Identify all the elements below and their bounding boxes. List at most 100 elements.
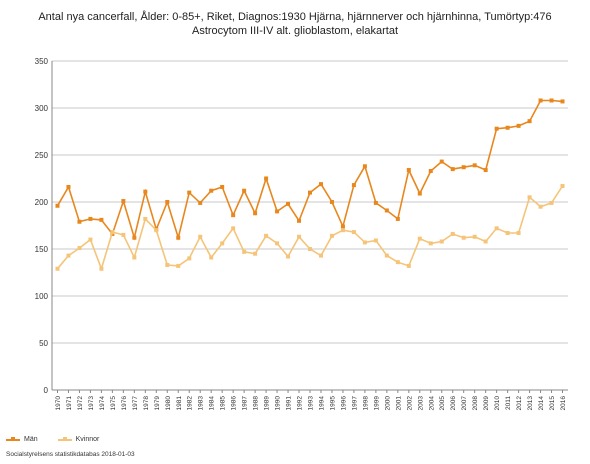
- x-tick-label: 1990: [275, 396, 282, 411]
- data-point: [472, 163, 477, 168]
- x-tick-label: 1993: [308, 396, 315, 411]
- chart-title-line-1: Antal nya cancerfall, Ålder: 0-85+, Rike…: [38, 11, 552, 23]
- data-point: [121, 199, 126, 204]
- x-tick-label: 2015: [549, 396, 556, 411]
- legend-item-kvinnor: Kvinnor: [57, 436, 100, 443]
- data-point: [505, 125, 510, 130]
- y-tick-label: 150: [35, 245, 49, 254]
- data-point: [66, 253, 71, 258]
- data-point: [77, 219, 82, 224]
- data-point: [99, 217, 104, 222]
- data-point: [88, 216, 93, 221]
- legend-label-kvinnor: Kvinnor: [75, 436, 100, 443]
- x-tick-label: 2016: [560, 396, 567, 411]
- data-point: [143, 189, 148, 194]
- data-point: [132, 235, 137, 240]
- data-point: [176, 263, 181, 268]
- data-point: [264, 176, 269, 181]
- data-point: [187, 190, 192, 195]
- data-point: [329, 233, 334, 238]
- x-tick-label: 1971: [66, 396, 73, 411]
- x-tick-label: 1976: [121, 396, 128, 411]
- y-tick-label: 50: [39, 339, 48, 348]
- data-point: [549, 200, 554, 205]
- x-tick-label: 2004: [428, 396, 435, 411]
- data-point: [384, 253, 389, 258]
- x-tick-label: 1998: [362, 396, 369, 411]
- y-tick-label: 100: [35, 292, 49, 301]
- x-tick-label: 2000: [384, 396, 391, 411]
- data-point: [351, 183, 356, 188]
- data-point: [88, 237, 93, 242]
- data-point: [286, 254, 291, 259]
- data-point: [264, 233, 269, 238]
- data-point: [121, 232, 126, 237]
- data-point: [209, 188, 214, 193]
- x-tick-label: 2013: [527, 396, 534, 411]
- y-tick-label: 250: [35, 151, 49, 160]
- data-point: [406, 263, 411, 268]
- data-point: [516, 123, 521, 128]
- data-point: [165, 200, 170, 204]
- data-point: [286, 201, 291, 206]
- data-point: [538, 98, 543, 103]
- x-tick-label: 1999: [373, 396, 380, 411]
- x-tick-label: 1984: [209, 396, 216, 411]
- legend-label-man: Män: [24, 436, 38, 443]
- data-point: [77, 246, 82, 251]
- legend-item-man: Män: [6, 436, 38, 443]
- data-point: [516, 231, 521, 236]
- data-point: [66, 184, 71, 189]
- data-point: [297, 218, 302, 223]
- data-point: [384, 208, 389, 213]
- y-tick-label: 300: [35, 104, 49, 113]
- data-point: [461, 235, 466, 240]
- data-point: [461, 165, 466, 170]
- legend: Män Kvinnor: [6, 436, 113, 443]
- x-tick-label: 1978: [143, 396, 150, 411]
- data-point: [428, 241, 433, 246]
- x-tick-label: 2002: [406, 396, 413, 411]
- data-point: [231, 226, 236, 231]
- y-tick-label: 350: [35, 57, 49, 66]
- data-point: [318, 182, 323, 187]
- x-tick-label: 1986: [231, 396, 238, 411]
- x-tick-label: 2005: [439, 396, 446, 411]
- x-tick-label: 2008: [472, 396, 479, 411]
- x-tick-label: 1994: [318, 396, 325, 411]
- data-point: [549, 98, 554, 103]
- data-point: [439, 159, 444, 164]
- data-point: [329, 200, 334, 204]
- data-point: [220, 184, 225, 189]
- data-point: [308, 247, 312, 251]
- data-point: [483, 168, 488, 173]
- data-point: [308, 190, 312, 195]
- data-point: [340, 228, 345, 233]
- x-tick-label: 2007: [461, 396, 468, 411]
- data-point: [560, 184, 565, 189]
- y-tick-label: 200: [35, 198, 49, 207]
- data-point: [373, 238, 378, 243]
- data-point: [220, 241, 225, 246]
- data-point: [242, 188, 247, 193]
- data-point: [198, 234, 203, 239]
- data-point: [132, 255, 137, 260]
- x-tick-label: 2001: [395, 396, 402, 411]
- data-point: [395, 216, 400, 221]
- x-tick-label: 1979: [154, 396, 161, 411]
- x-tick-label: 2012: [516, 396, 523, 411]
- x-tick-label: 1985: [220, 396, 227, 411]
- x-tick-label: 2010: [494, 396, 501, 411]
- data-point: [362, 240, 367, 245]
- x-tick-label: 1987: [242, 396, 249, 411]
- data-point: [318, 253, 323, 258]
- data-point: [275, 209, 280, 214]
- data-point: [450, 231, 455, 236]
- x-tick-label: 2003: [417, 396, 424, 411]
- data-point: [154, 228, 159, 233]
- data-point: [242, 249, 247, 254]
- x-tick-label: 1995: [329, 396, 336, 411]
- data-point: [55, 266, 60, 271]
